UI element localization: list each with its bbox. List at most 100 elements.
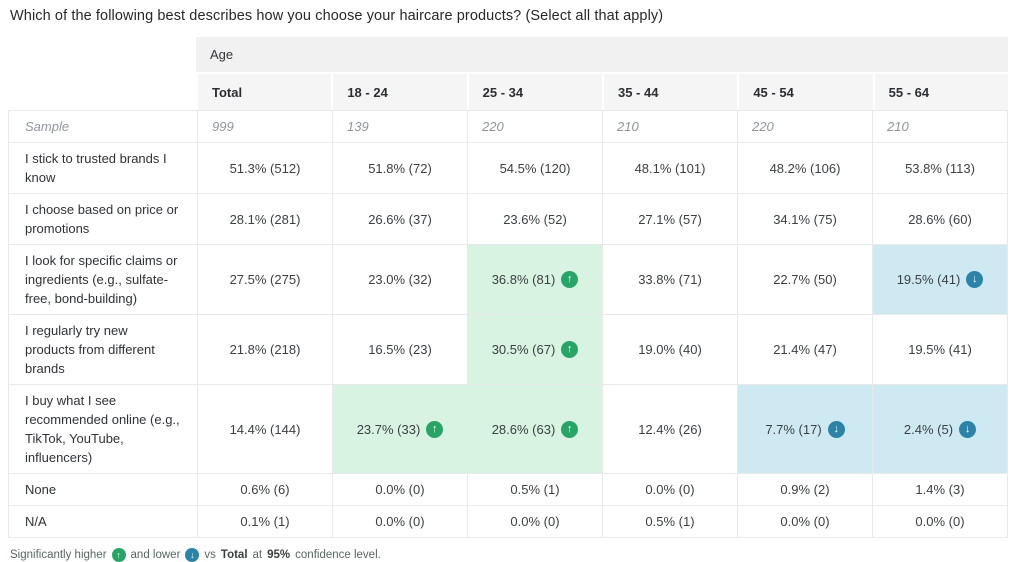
column-header-25-34: 25 - 34: [466, 74, 602, 110]
cell-value: 23.6% (52): [503, 211, 567, 227]
cell-value: 22.7% (50): [773, 272, 837, 287]
cell-value: 0.5% (1): [510, 482, 560, 497]
value-cell: 34.1% (75): [737, 194, 872, 244]
sample-value: 999: [197, 111, 332, 142]
sample-value: 139: [332, 111, 467, 142]
cell-value: 12.4% (26): [638, 421, 702, 437]
cell-value: 19.5% (41): [896, 272, 961, 287]
value-cell: 48.2% (106): [737, 143, 872, 193]
sig-down-icon: ↓: [959, 420, 977, 438]
value-cell: 33.8% (71): [602, 245, 737, 314]
sample-value: 220: [737, 111, 872, 142]
row-label: None: [25, 482, 57, 497]
row-label: I stick to trusted brands I know: [25, 151, 167, 185]
value-cell: 16.5% (23): [332, 315, 467, 384]
value-cell: 36.8% (81) ↑: [467, 245, 602, 314]
value-cell: 28.6% (63) ↑: [467, 385, 602, 473]
table-row: I regularly try new products from differ…: [9, 315, 1007, 385]
header-spacer: [8, 37, 196, 72]
cell-value: 28.1% (281): [229, 211, 301, 227]
value-cell: 22.7% (50): [737, 245, 872, 314]
value-cell: 0.0% (0): [332, 474, 467, 505]
cell-value: 0.0% (0): [645, 482, 695, 497]
value-cell: 2.4% (5) ↓: [872, 385, 1007, 473]
cell-value: 51.3% (512): [229, 160, 301, 176]
value-cell: 0.5% (1): [467, 474, 602, 505]
value-cell: 0.6% (6): [197, 474, 332, 505]
sig-up-icon: ↑: [426, 420, 444, 438]
sig-up-icon: ↑: [111, 548, 126, 562]
value-cell: 54.5% (120): [467, 143, 602, 193]
value-cell: 0.0% (0): [872, 506, 1007, 537]
value-cell: 0.0% (0): [467, 506, 602, 537]
value-cell: 7.7% (17) ↓: [737, 385, 872, 473]
cell-value: 30.5% (67): [491, 342, 556, 357]
table-row: I buy what I see recommended online (e.g…: [9, 385, 1007, 474]
cell-value: 19.5% (41): [908, 342, 972, 357]
sample-value: 220: [467, 111, 602, 142]
value-cell: 0.0% (0): [737, 506, 872, 537]
crosstab-table: Sample 999 139 220 210 220 210 I stick to trust…: [8, 110, 1008, 538]
value-cell: 51.3% (512): [197, 143, 332, 193]
cell-value: 1.4% (3): [915, 482, 965, 497]
row-label: I regularly try new products from differ…: [25, 323, 155, 376]
cell-value: 48.1% (101): [634, 160, 706, 176]
table-row: None 0.6% (6) 0.0% (0) 0.5% (1) 0.0% (0) 0.9%…: [9, 474, 1007, 506]
value-cell: 0.1% (1): [197, 506, 332, 537]
cell-value: 0.1% (1): [240, 514, 290, 529]
column-header-55-64: 55 - 64: [872, 74, 1008, 110]
cell-value: 53.8% (113): [905, 160, 975, 176]
cell-value: 0.9% (2): [780, 482, 830, 497]
row-label: I choose based on price or promotions: [25, 202, 179, 236]
value-cell: 53.8% (113): [872, 143, 1007, 193]
table-row: I choose based on price or promotions 28.…: [9, 194, 1007, 245]
cell-value: 0.0% (0): [915, 514, 965, 529]
value-cell: 0.0% (0): [602, 474, 737, 505]
value-cell: 12.4% (26): [602, 385, 737, 473]
cell-value: 7.7% (17): [765, 421, 822, 437]
cell-value: 21.8% (218): [229, 342, 301, 357]
cell-value: 19.0% (40): [638, 342, 702, 357]
row-label: N/A: [25, 514, 47, 529]
value-cell: 0.0% (0): [332, 506, 467, 537]
value-cell: 0.9% (2): [737, 474, 872, 505]
table-row: N/A 0.1% (1) 0.0% (0) 0.0% (0) 0.5% (1) 0.0% …: [9, 506, 1007, 537]
column-header-45-54: 45 - 54: [737, 74, 873, 110]
table-header: Age Total 18 - 24 25 - 34 35 - 44 45 - 54 55 …: [8, 37, 1008, 110]
cell-value: 34.1% (75): [773, 211, 837, 227]
sample-label: Sample: [25, 119, 70, 134]
header-spacer: [8, 74, 196, 110]
cell-value: 54.5% (120): [499, 160, 571, 176]
value-cell: 30.5% (67) ↑: [467, 315, 602, 384]
value-cell: 19.5% (41): [872, 315, 1007, 384]
sig-up-icon: ↑: [561, 420, 579, 438]
cell-value: 33.8% (71): [638, 272, 702, 287]
cell-value: 0.0% (0): [510, 514, 560, 529]
value-cell: 23.7% (33) ↑: [332, 385, 467, 473]
table-row: I stick to trusted brands I know 51.3% (5…: [9, 143, 1007, 194]
value-cell: 27.1% (57): [602, 194, 737, 244]
value-cell: 0.5% (1): [602, 506, 737, 537]
cell-value: 23.7% (33): [356, 421, 421, 437]
sample-row: Sample 999 139 220 210 220 210: [9, 111, 1007, 143]
cell-value: 23.0% (32): [368, 272, 432, 287]
cell-value: 14.4% (144): [229, 421, 301, 437]
value-cell: 19.0% (40): [602, 315, 737, 384]
value-cell: 1.4% (3): [872, 474, 1007, 505]
cell-value: 0.5% (1): [645, 514, 695, 529]
column-header-18-24: 18 - 24: [331, 74, 467, 110]
cell-value: 21.4% (47): [773, 342, 837, 357]
value-cell: 28.6% (60): [872, 194, 1007, 244]
sig-up-icon: ↑: [561, 341, 579, 358]
sample-value: 210: [872, 111, 1007, 142]
sig-down-icon: ↓: [827, 420, 845, 438]
value-cell: 14.4% (144): [197, 385, 332, 473]
cell-value: 26.6% (37): [368, 211, 432, 227]
cell-value: 16.5% (23): [368, 342, 432, 357]
cell-value: 0.0% (0): [780, 514, 830, 529]
sig-up-icon: ↑: [561, 271, 579, 288]
cell-value: 48.2% (106): [769, 160, 841, 176]
column-header-35-44: 35 - 44: [601, 74, 738, 110]
value-cell: 23.6% (52): [467, 194, 602, 244]
